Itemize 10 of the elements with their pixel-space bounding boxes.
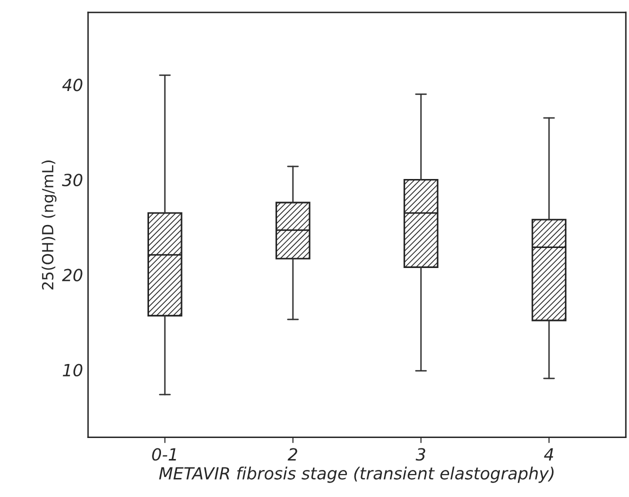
y-tick-label: 30 <box>62 174 82 186</box>
y-tick-label: 10 <box>62 364 82 376</box>
y-tick-label: 20 <box>62 268 82 282</box>
x-tick-label: 0-1 <box>152 448 176 461</box>
y-axis-title: 25(OH)D (ng/mL) <box>42 160 56 290</box>
x-tick-label: 4 <box>544 448 554 460</box>
x-tick-label: 2 <box>288 448 298 460</box>
x-axis-title: METAVIR fibrosis stage (transient elastography) <box>159 466 554 483</box>
y-tick-label: 40 <box>62 78 82 92</box>
x-tick-label: 3 <box>416 448 426 461</box>
